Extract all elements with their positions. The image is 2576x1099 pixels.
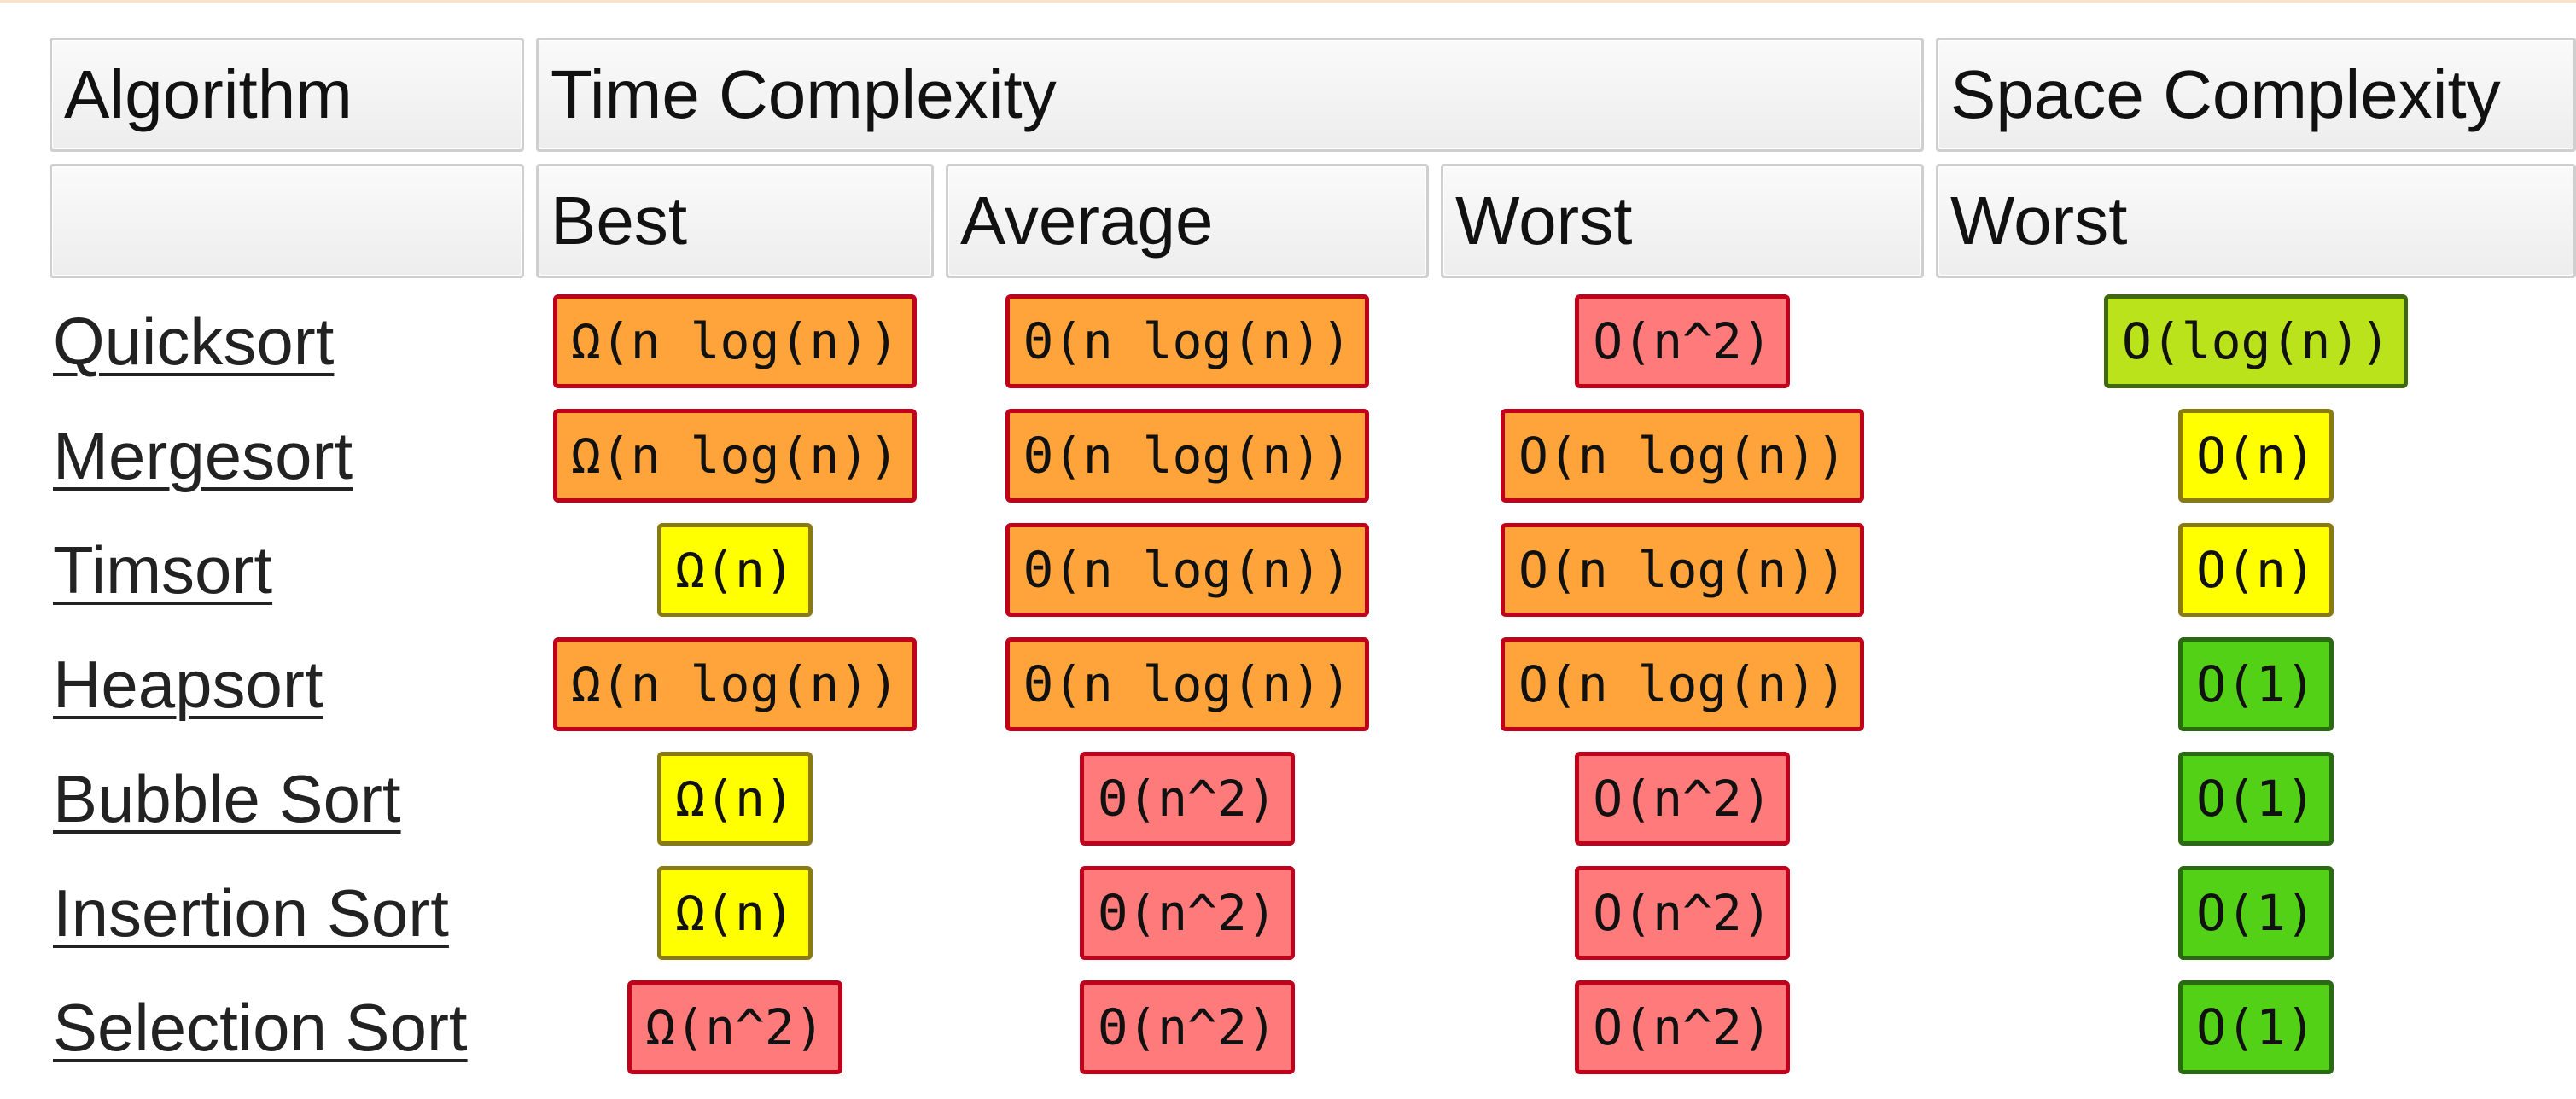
complexity-badge-space: O(1) [2178,637,2334,731]
worst-cell: O(n^2) [1441,862,1924,964]
algorithm-link-selection-sort[interactable]: Selection Sort [53,989,468,1065]
top-border-line [0,0,2576,3]
algorithm-link-bubble-sort[interactable]: Bubble Sort [53,760,401,836]
header-algorithm: Algorithm [50,38,524,152]
table-row: Quicksort Ω(n log(n)) Θ(n log(n)) O(n^2)… [50,290,2576,392]
table-row: Bubble Sort Ω(n) Θ(n^2) O(n^2) O(1) [50,747,2576,850]
algorithm-name-cell: Timsort [50,519,524,621]
algorithm-link-heapsort[interactable]: Heapsort [53,646,323,722]
table-row: Timsort Ω(n) Θ(n log(n)) O(n log(n)) O(n… [50,519,2576,621]
complexity-badge-best: Ω(n log(n)) [552,637,918,731]
worst-cell: O(n log(n)) [1441,633,1924,736]
header-row-secondary: Best Average Worst Worst [50,164,2576,278]
complexity-badge-space: O(n) [2178,523,2334,617]
table-row: Heapsort Ω(n log(n)) Θ(n log(n)) O(n log… [50,633,2576,736]
complexity-badge-average: Θ(n^2) [1080,866,1295,960]
table-header: Algorithm Time Complexity Space Complexi… [50,38,2576,278]
best-cell: Ω(n) [536,747,934,850]
complexity-badge-worst: O(n log(n)) [1500,409,1865,503]
table-row: Insertion Sort Ω(n) Θ(n^2) O(n^2) O(1) [50,862,2576,964]
header-empty-cell [50,164,524,278]
best-cell: Ω(n log(n)) [536,404,934,507]
complexity-badge-average: Θ(n^2) [1080,752,1295,846]
algorithm-link-insertion-sort[interactable]: Insertion Sort [53,875,449,951]
space-cell: O(1) [1936,633,2576,736]
space-cell: O(n) [1936,519,2576,621]
complexity-badge-worst: O(n^2) [1575,980,1790,1074]
algorithm-link-timsort[interactable]: Timsort [53,532,273,608]
complexity-badge-best: Ω(n) [657,523,813,617]
best-cell: Ω(n) [536,519,934,621]
header-time-complexity: Time Complexity [536,38,1924,152]
average-cell: Θ(n^2) [946,976,1429,1079]
space-cell: O(1) [1936,862,2576,964]
complexity-table: Algorithm Time Complexity Space Complexi… [38,26,2576,1090]
average-cell: Θ(n log(n)) [946,519,1429,621]
worst-cell: O(n^2) [1441,747,1924,850]
space-cell: O(n) [1936,404,2576,507]
worst-cell: O(n^2) [1441,290,1924,392]
worst-cell: O(n^2) [1441,976,1924,1079]
complexity-badge-average: Θ(n log(n)) [1005,409,1370,503]
complexity-badge-worst: O(n^2) [1575,294,1790,388]
algorithm-name-cell: Bubble Sort [50,747,524,850]
complexity-badge-worst: O(n^2) [1575,866,1790,960]
best-cell: Ω(n) [536,862,934,964]
best-cell: Ω(n log(n)) [536,633,934,736]
algorithm-link-mergesort[interactable]: Mergesort [53,417,353,493]
header-row-primary: Algorithm Time Complexity Space Complexi… [50,38,2576,152]
average-cell: Θ(n log(n)) [946,633,1429,736]
algorithm-link-quicksort[interactable]: Quicksort [53,303,335,379]
complexity-badge-best: Ω(n) [657,866,813,960]
complexity-badge-worst: O(n^2) [1575,752,1790,846]
complexity-badge-average: Θ(n log(n)) [1005,523,1370,617]
algorithm-name-cell: Selection Sort [50,976,524,1079]
best-cell: Ω(n log(n)) [536,290,934,392]
complexity-badge-space: O(1) [2178,980,2334,1074]
complexity-badge-average: Θ(n log(n)) [1005,294,1370,388]
best-cell: Ω(n^2) [536,976,934,1079]
header-space-complexity: Space Complexity [1936,38,2576,152]
average-cell: Θ(n^2) [946,747,1429,850]
worst-cell: O(n log(n)) [1441,404,1924,507]
header-space-worst: Worst [1936,164,2576,278]
complexity-badge-average: Θ(n log(n)) [1005,637,1370,731]
complexity-badge-space: O(1) [2178,752,2334,846]
header-best: Best [536,164,934,278]
table-row: Mergesort Ω(n log(n)) Θ(n log(n)) O(n lo… [50,404,2576,507]
table-body: Quicksort Ω(n log(n)) Θ(n log(n)) O(n^2)… [50,290,2576,1079]
complexity-badge-worst: O(n log(n)) [1500,637,1865,731]
average-cell: Θ(n log(n)) [946,290,1429,392]
table-row: Selection Sort Ω(n^2) Θ(n^2) O(n^2) O(1) [50,976,2576,1079]
worst-cell: O(n log(n)) [1441,519,1924,621]
complexity-badge-space: O(1) [2178,866,2334,960]
algorithm-name-cell: Heapsort [50,633,524,736]
complexity-badge-worst: O(n log(n)) [1500,523,1865,617]
complexity-badge-average: Θ(n^2) [1080,980,1295,1074]
algorithm-name-cell: Quicksort [50,290,524,392]
complexity-badge-best: Ω(n^2) [627,980,842,1074]
space-cell: O(1) [1936,747,2576,850]
average-cell: Θ(n^2) [946,862,1429,964]
space-cell: O(log(n)) [1936,290,2576,392]
average-cell: Θ(n log(n)) [946,404,1429,507]
complexity-badge-space: O(log(n)) [2103,294,2409,388]
algorithm-name-cell: Mergesort [50,404,524,507]
space-cell: O(1) [1936,976,2576,1079]
complexity-badge-best: Ω(n) [657,752,813,846]
header-worst: Worst [1441,164,1924,278]
complexity-badge-space: O(n) [2178,409,2334,503]
complexity-badge-best: Ω(n log(n)) [552,294,918,388]
header-average: Average [946,164,1429,278]
algorithm-name-cell: Insertion Sort [50,862,524,964]
complexity-badge-best: Ω(n log(n)) [552,409,918,503]
